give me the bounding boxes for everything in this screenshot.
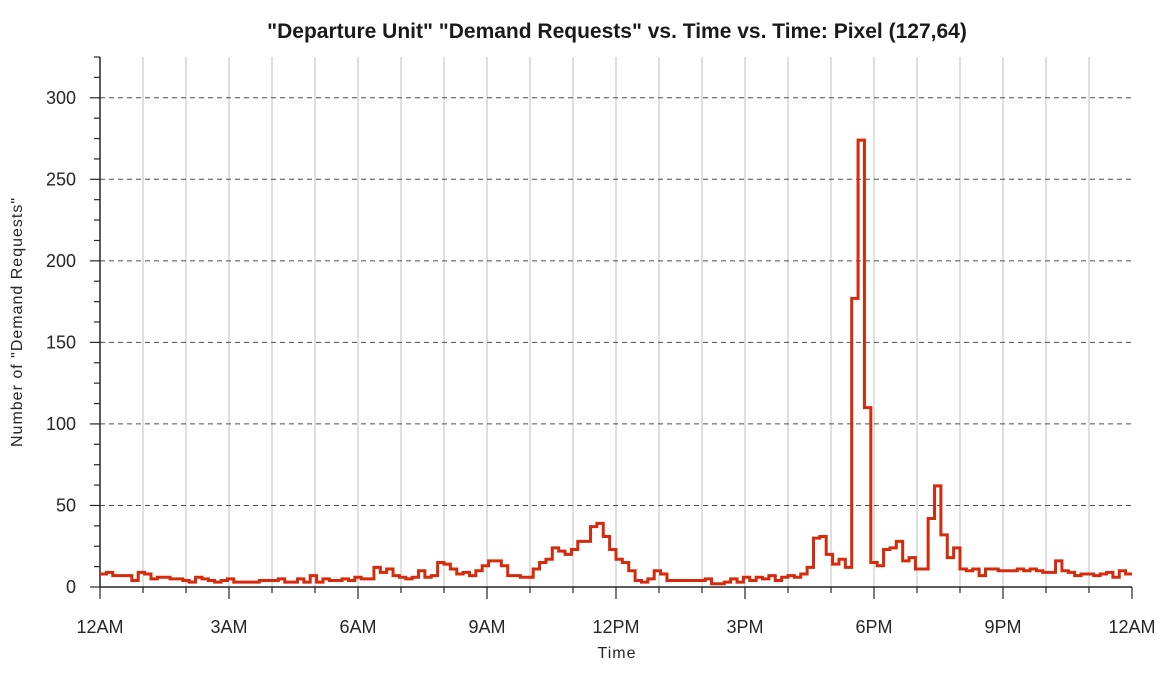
tick-labels: 0 50 100 150 200 250 300 12AM 3AM 6AM 9AM 12PM 3PM 6P… xyxy=(46,88,1156,637)
x-tick-label: 12AM xyxy=(1108,617,1155,637)
x-tick-label: 6AM xyxy=(339,617,376,637)
x-tick-label: 6PM xyxy=(855,617,892,637)
y-tick-label: 50 xyxy=(56,495,76,515)
y-tick-label: 150 xyxy=(46,332,76,352)
x-tick-label: 12PM xyxy=(592,617,639,637)
y-tick-label: 250 xyxy=(46,169,76,189)
chart-title: "Departure Unit" "Demand Requests" vs. T… xyxy=(267,20,967,43)
series-layer xyxy=(100,138,1132,586)
vertical-grid xyxy=(142,57,1090,587)
x-tick-label: 9AM xyxy=(468,617,505,637)
y-tick-label: 100 xyxy=(46,414,76,434)
y-tick-label: 300 xyxy=(46,88,76,108)
x-axis-label: Time xyxy=(598,645,637,662)
x-tick-label: 3AM xyxy=(210,617,247,637)
y-axis-label: Number of "Demand Requests" xyxy=(9,197,26,447)
y-tick-label: 200 xyxy=(46,251,76,271)
series-line xyxy=(100,138,1132,586)
x-tick-label: 3PM xyxy=(726,617,763,637)
x-tick-label: 12AM xyxy=(76,617,123,637)
axes xyxy=(90,56,1133,599)
y-tick-label: 0 xyxy=(66,577,76,597)
horizontal-grid xyxy=(100,97,1132,506)
x-tick-label: 9PM xyxy=(984,617,1021,637)
